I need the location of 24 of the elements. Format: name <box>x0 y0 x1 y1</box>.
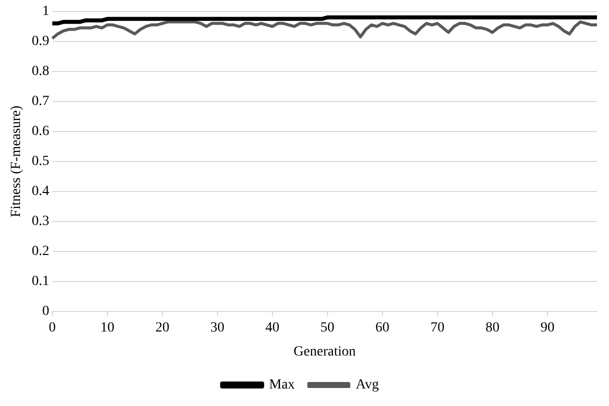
y-tick-label: 0.2 <box>32 244 50 260</box>
x-tick-label: 50 <box>320 320 334 336</box>
x-tick-label: 70 <box>430 320 444 336</box>
y-tick-label: 0.6 <box>32 124 50 140</box>
y-tick-label: 1 <box>42 4 50 20</box>
y-tick-label: 0.8 <box>32 64 50 80</box>
x-tick-label: 60 <box>375 320 390 336</box>
y-tick-label: 0.7 <box>32 94 50 110</box>
x-tick-label: 40 <box>265 320 280 336</box>
y-tick-label: 0.5 <box>32 154 50 170</box>
x-axis-title: Generation <box>294 344 356 360</box>
x-tick-label: 90 <box>540 320 554 336</box>
y-tick-label: 0.9 <box>32 34 50 50</box>
y-tick-label: 0.4 <box>32 184 50 200</box>
x-tick-label: 30 <box>210 320 224 336</box>
y-tick-label: 0 <box>42 304 50 320</box>
y-tick-label: 0.1 <box>32 274 50 290</box>
x-tick-label: 20 <box>155 320 170 336</box>
x-tick-label: 10 <box>100 320 114 336</box>
legend-label: Max <box>269 378 295 393</box>
legend-label: Avg <box>356 378 379 393</box>
y-tick-label: 0.3 <box>32 214 50 230</box>
x-tick-label: 80 <box>485 320 500 336</box>
y-axis-title: Fitness (F-measure) <box>9 105 24 218</box>
